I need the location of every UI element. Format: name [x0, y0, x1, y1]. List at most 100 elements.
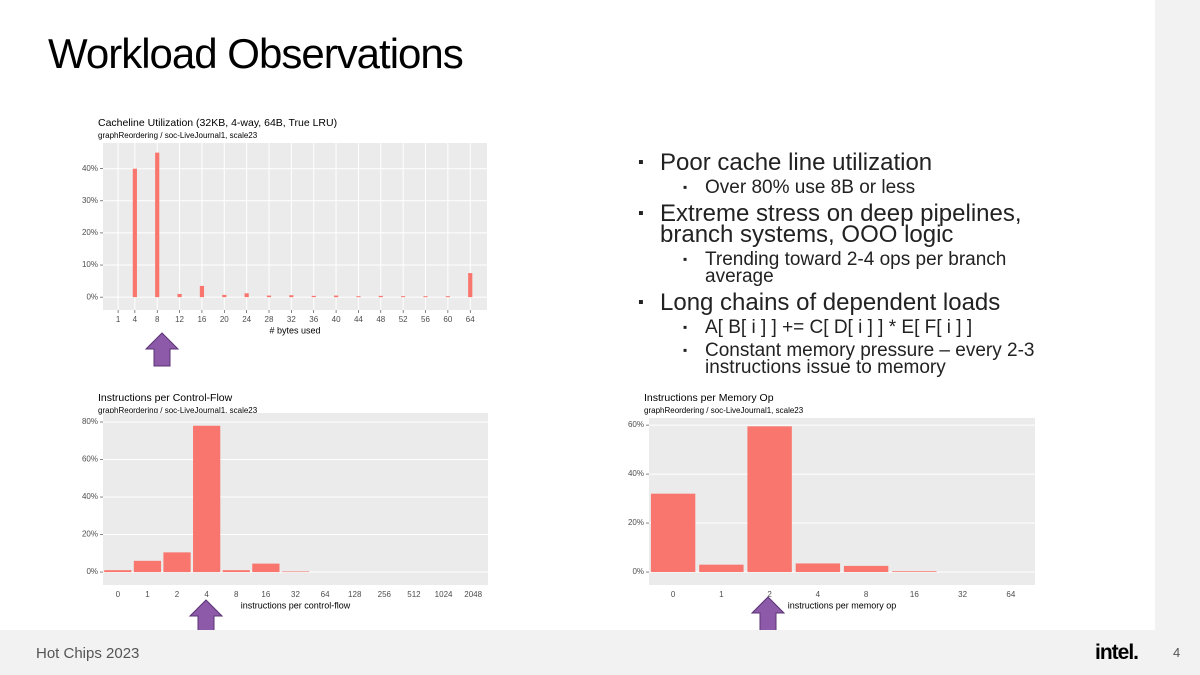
slide-title: Workload Observations	[48, 30, 464, 77]
bar	[843, 565, 889, 573]
x-tick-label: 8	[864, 590, 869, 599]
bar	[699, 564, 744, 573]
x-axis-label: instructions per control-flow	[241, 600, 351, 610]
footer-strip	[0, 630, 1200, 675]
chart-title: Instructions per Control-Flow	[98, 392, 233, 404]
bar	[423, 296, 428, 298]
bullet: Poor cache line utilization	[638, 151, 1078, 175]
y-tick-label: 0%	[632, 567, 644, 576]
y-tick-label: 40%	[82, 492, 98, 501]
y-tick-label: 30%	[82, 196, 98, 205]
x-tick-label: 4	[816, 590, 821, 599]
y-tick-label: 20%	[82, 530, 98, 539]
chart-title: Instructions per Memory Op	[644, 392, 774, 404]
x-tick-label: 1	[719, 590, 724, 599]
x-tick-label: 32	[958, 590, 967, 599]
y-tick-label: 60%	[82, 455, 98, 464]
chart-subtitle: graphReordering / soc-LiveJournal1, scal…	[98, 131, 258, 140]
x-tick-label: 64	[321, 590, 330, 599]
bar	[163, 552, 191, 573]
y-tick-label: 10%	[82, 260, 98, 269]
x-tick-label: 64	[1006, 590, 1015, 599]
x-tick-label: 128	[348, 590, 362, 599]
bar	[289, 295, 294, 298]
bar	[378, 295, 383, 298]
x-tick-label: 12	[175, 315, 184, 324]
x-axis-label: # bytes used	[269, 325, 320, 335]
bar	[132, 168, 137, 298]
x-tick-label: 24	[242, 315, 251, 324]
bar	[747, 426, 792, 573]
x-tick-label: 16	[197, 315, 206, 324]
bar	[468, 273, 473, 298]
sub-bullet: Over 80% use 8B or less	[638, 178, 1078, 197]
arrow	[144, 332, 786, 630]
y-tick-label: 20%	[82, 228, 98, 237]
chart-subtitle: graphReordering / soc-LiveJournal1, scal…	[98, 406, 258, 415]
x-tick-label: 2	[175, 590, 180, 599]
bar	[795, 563, 841, 573]
x-axis-label: instructions per memory op	[788, 600, 897, 610]
x-tick-label: 0	[116, 590, 121, 599]
x-tick-label: 4	[133, 315, 138, 324]
x-tick-label: 1	[145, 590, 150, 599]
sub-bullet: A[ B[ i ] ] += C[ D[ i ] ] * E[ F[ i ] ]	[638, 318, 1078, 337]
bar	[199, 285, 205, 298]
x-tick-label: 56	[421, 315, 430, 324]
x-tick-label: 8	[234, 590, 239, 599]
bar	[222, 294, 227, 298]
y-tick-label: 80%	[82, 417, 98, 426]
bar	[445, 296, 450, 298]
x-tick-label: 48	[376, 315, 385, 324]
bar	[333, 295, 339, 298]
y-tick-label: 40%	[628, 469, 644, 478]
footer-text: Hot Chips 2023	[36, 645, 140, 662]
y-tick-label: 60%	[628, 420, 644, 429]
x-tick-label: 28	[265, 315, 274, 324]
x-tick-label: 2	[767, 590, 772, 599]
logo: intel.	[1095, 641, 1139, 664]
sub-bullet: Trending toward 2-4 ops per branch avera…	[638, 250, 1078, 286]
chart-subtitle: graphReordering / soc-LiveJournal1, scal…	[644, 406, 804, 415]
bullet: Long chains of dependent loads	[638, 291, 1078, 315]
bar	[222, 570, 250, 573]
bar	[252, 563, 280, 573]
x-tick-label: 52	[399, 315, 408, 324]
bar	[892, 571, 937, 573]
x-tick-label: 2048	[464, 590, 482, 599]
bar	[311, 295, 316, 298]
bar	[650, 493, 696, 573]
x-tick-label: 4	[204, 590, 209, 599]
sub-bullet: Constant memory pressure – every 2-3 ins…	[638, 341, 1078, 377]
x-tick-label: 16	[261, 590, 270, 599]
bar	[133, 560, 162, 573]
bar	[356, 296, 361, 298]
x-tick-label: 60	[443, 315, 452, 324]
y-tick-label: 40%	[82, 164, 98, 173]
x-tick-label: 40	[332, 315, 341, 324]
bar	[401, 296, 406, 298]
x-tick-label: 1024	[435, 590, 453, 599]
chart-title: Cacheline Utilization (32KB, 4-way, 64B,…	[98, 117, 337, 129]
bar	[193, 425, 221, 573]
y-tick-label: 0%	[86, 292, 98, 301]
plot-panel	[103, 413, 488, 585]
y-tick-label: 0%	[86, 567, 98, 576]
plot-panel	[103, 143, 487, 310]
bullet-list: Poor cache line utilization Over 80% use …	[638, 145, 1078, 378]
charts: Cacheline Utilization (32KB, 4-way, 64B,…	[82, 117, 1035, 630]
bar	[104, 570, 132, 573]
x-tick-label: 32	[291, 590, 300, 599]
x-tick-label: 0	[671, 590, 676, 599]
x-tick-label: 32	[287, 315, 296, 324]
x-tick-label: 1	[116, 315, 121, 324]
bar	[155, 152, 160, 298]
x-tick-label: 16	[910, 590, 919, 599]
x-tick-label: 512	[407, 590, 421, 599]
x-tick-label: 256	[378, 590, 392, 599]
bar	[281, 571, 310, 573]
page-number: 4	[1173, 645, 1181, 660]
x-tick-label: 36	[309, 315, 318, 324]
x-tick-label: 44	[354, 315, 363, 324]
